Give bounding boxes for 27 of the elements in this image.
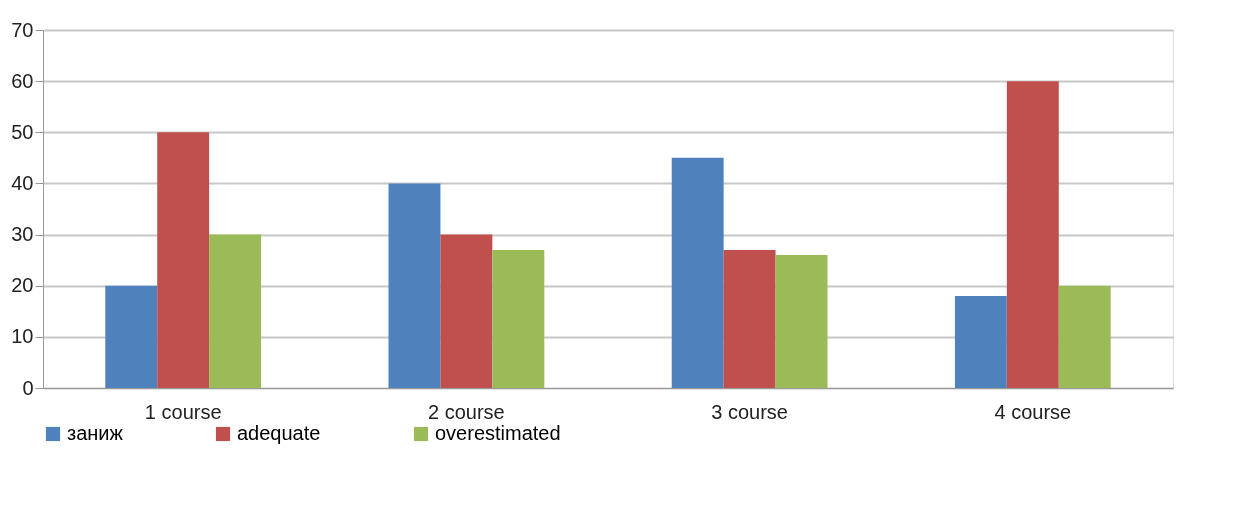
x-tick-label: 1 course — [144, 400, 222, 423]
y-tick-label: 60 — [11, 69, 34, 92]
legend-label: overestimated — [435, 422, 561, 444]
y-tick-label: 10 — [11, 325, 34, 348]
y-tick-label: 30 — [11, 223, 34, 246]
bar — [388, 183, 441, 388]
y-tick-label: 70 — [11, 18, 34, 41]
bar — [492, 249, 545, 388]
bar — [775, 255, 828, 388]
x-tick-label: 3 course — [711, 400, 788, 423]
bar — [723, 249, 776, 388]
bar — [1006, 81, 1059, 388]
bar — [440, 234, 493, 388]
y-tick-label: 20 — [11, 274, 34, 297]
bar — [1058, 285, 1111, 388]
y-tick-label: 50 — [11, 120, 34, 143]
legend-label: заниж — [67, 422, 124, 444]
bar — [954, 295, 1007, 388]
bar — [105, 285, 158, 388]
x-tick-label: 4 course — [994, 400, 1072, 423]
bar — [209, 234, 262, 388]
x-tick-label: 2 course — [428, 400, 505, 423]
legend-label: adequate — [237, 422, 321, 444]
bar — [671, 157, 724, 388]
bar — [157, 132, 210, 388]
y-tick-label: 0 — [22, 376, 34, 399]
y-tick-label: 40 — [11, 171, 34, 194]
